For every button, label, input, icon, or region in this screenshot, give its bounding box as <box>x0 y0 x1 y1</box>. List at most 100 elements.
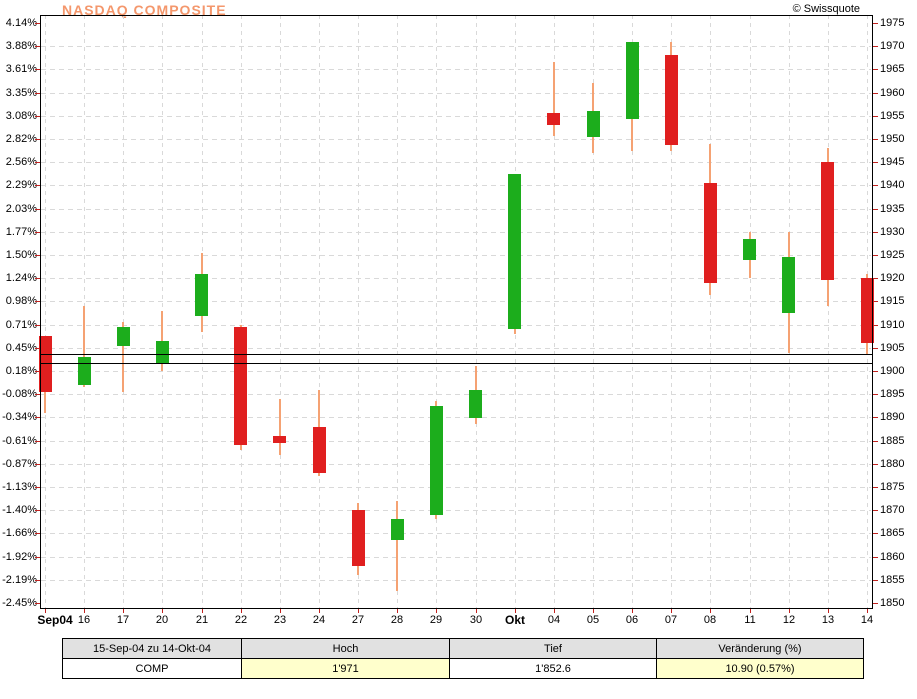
h-gridline <box>41 278 871 279</box>
left-axis-label: -1.13% <box>2 481 37 493</box>
right-axis-label: 1910 <box>880 319 905 331</box>
h-gridline <box>41 533 871 534</box>
h-gridline <box>41 371 871 372</box>
h-gridline <box>41 116 871 117</box>
left-axis-tick <box>35 301 40 302</box>
right-axis-label: 1935 <box>880 203 905 215</box>
right-axis-label: 1950 <box>880 133 905 145</box>
h-gridline <box>41 185 871 186</box>
h-gridline <box>41 93 871 94</box>
left-axis-tick <box>35 185 40 186</box>
candle-body-Okt <box>508 174 521 329</box>
left-axis-tick <box>35 441 40 442</box>
x-axis-tick <box>515 609 516 613</box>
x-axis-label-14: 14 <box>860 614 874 626</box>
x-axis-label-Sep04: Sep04 <box>37 613 73 627</box>
candle-body-06 <box>626 42 639 119</box>
x-axis-tick <box>632 609 633 613</box>
left-axis-label: 1.24% <box>5 272 37 284</box>
right-axis-label: 1925 <box>880 249 905 261</box>
right-axis-tick <box>873 464 878 465</box>
left-axis-label: 0.45% <box>5 342 37 354</box>
candle-body-22 <box>234 327 247 445</box>
left-axis-tick <box>35 46 40 47</box>
x-axis-tick <box>162 609 163 613</box>
x-axis-tick <box>202 609 203 613</box>
left-axis-tick <box>35 464 40 465</box>
axis-left <box>40 15 41 608</box>
right-axis-tick <box>873 394 878 395</box>
left-axis-tick <box>35 209 40 210</box>
v-gridline <box>671 15 672 608</box>
left-axis-label: -2.19% <box>2 574 37 586</box>
x-axis-label-30: 30 <box>469 614 483 626</box>
left-axis-tick <box>35 487 40 488</box>
v-gridline <box>476 15 477 608</box>
right-axis-tick <box>873 371 878 372</box>
right-axis-tick <box>873 603 878 604</box>
left-axis-tick <box>35 325 40 326</box>
left-axis-label: 0.18% <box>5 365 37 377</box>
right-axis-label: 1915 <box>880 295 905 307</box>
axis-top <box>40 15 873 16</box>
candle-wick-28 <box>396 501 398 591</box>
right-axis-tick <box>873 417 878 418</box>
candle-body-08 <box>704 183 717 283</box>
candle-wick-04 <box>553 62 555 136</box>
right-axis-tick <box>873 23 878 24</box>
v-gridline <box>397 15 398 608</box>
h-gridline <box>41 348 871 349</box>
x-axis-tick <box>593 609 594 613</box>
chart-title: NASDAQ COMPOSITE <box>62 2 227 18</box>
right-axis-label: 1855 <box>880 574 905 586</box>
summary-value-row: COMP 1'971 1'852.6 10.90 (0.57%) <box>62 658 864 679</box>
right-axis-tick <box>873 487 878 488</box>
right-axis-tick <box>873 46 878 47</box>
h-gridline <box>41 46 871 47</box>
candle-body-16 <box>78 357 91 385</box>
left-axis-label: -0.61% <box>2 435 37 447</box>
candle-body-30 <box>469 390 482 418</box>
left-axis-tick <box>35 533 40 534</box>
summary-value-high: 1'971 <box>241 658 450 679</box>
left-axis-label: 0.98% <box>5 295 37 307</box>
candle-body-07 <box>665 55 678 145</box>
candle-body-29 <box>430 406 443 515</box>
x-axis-tick <box>123 609 124 613</box>
summary-table: 15-Sep-04 zu 14-Okt-04 Hoch Tief Verände… <box>62 638 864 679</box>
right-axis-label: 1870 <box>880 504 905 516</box>
right-axis-tick <box>873 209 878 210</box>
x-axis-tick <box>84 609 85 613</box>
left-axis-tick <box>35 162 40 163</box>
candle-wick-17 <box>122 322 124 392</box>
h-gridline <box>41 69 871 70</box>
x-axis-tick <box>241 609 242 613</box>
left-axis-tick <box>35 348 40 349</box>
left-axis-tick <box>35 603 40 604</box>
right-axis-tick <box>873 139 878 140</box>
x-axis-tick <box>319 609 320 613</box>
right-axis-label: 1905 <box>880 342 905 354</box>
h-gridline <box>41 417 871 418</box>
right-axis-label: 1865 <box>880 527 905 539</box>
x-axis-tick <box>476 609 477 613</box>
axis-bottom <box>40 608 873 609</box>
left-axis-tick <box>35 69 40 70</box>
plot-area: 4.14% 3.88% 3.61% 3.35% 3.08% 2.82% 2.56% 2.29%… <box>2 15 905 627</box>
summary-header-high: Hoch <box>241 638 450 659</box>
candle-body-12 <box>782 257 795 313</box>
x-axis-label-24: 24 <box>312 614 326 626</box>
candle-body-27 <box>352 510 365 566</box>
candle-wick-23 <box>279 399 281 455</box>
reference-line <box>40 363 872 364</box>
h-gridline <box>41 162 871 163</box>
left-axis-tick <box>35 23 40 24</box>
h-gridline <box>41 255 871 256</box>
x-axis-label-16: 16 <box>77 614 91 626</box>
h-gridline <box>41 580 871 581</box>
v-gridline <box>828 15 829 608</box>
x-axis-label-11: 11 <box>744 614 756 626</box>
right-axis-tick <box>873 441 878 442</box>
x-axis-label-Okt: Okt <box>504 613 525 627</box>
